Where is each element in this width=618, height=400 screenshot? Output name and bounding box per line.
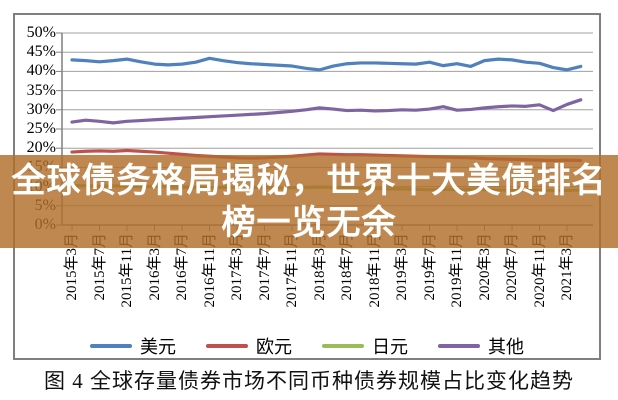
- legend-item-other: 其他: [438, 333, 524, 359]
- legend-item-jpy: 日元: [322, 333, 408, 359]
- legend-swatch-other: [438, 344, 480, 348]
- y-axis-label: 45%: [26, 43, 56, 61]
- headline-line-2: 榜一览无余: [221, 203, 397, 242]
- chart-legend: 美元 欧元 日元 其他: [13, 334, 601, 358]
- legend-item-usd: 美元: [90, 333, 176, 359]
- legend-item-eur: 欧元: [206, 333, 292, 359]
- legend-label-eur: 欧元: [256, 337, 292, 357]
- legend-label-other: 其他: [488, 337, 524, 357]
- y-axis-label: 35%: [26, 81, 56, 99]
- y-axis-label: 25%: [26, 120, 56, 137]
- headline-banner: 全球债务格局揭秘，世界十大美债排名 榜一览无余: [0, 155, 618, 248]
- legend-swatch-eur: [206, 344, 248, 348]
- y-axis-label: 30%: [26, 100, 56, 118]
- headline-line-1: 全球债务格局揭秘，世界十大美债排名: [11, 161, 607, 200]
- legend-label-usd: 美元: [140, 337, 176, 357]
- y-axis-label: 40%: [26, 62, 56, 80]
- legend-swatch-jpy: [322, 344, 364, 348]
- figure-caption: 图 4 全球存量债券市场不同币种债券规模占比变化趋势: [44, 369, 574, 393]
- legend-swatch-usd: [90, 344, 132, 348]
- series-line-other: [70, 98, 583, 125]
- legend-label-jpy: 日元: [372, 337, 408, 357]
- series-line-usd: [70, 56, 583, 72]
- y-axis-label: 20%: [26, 139, 56, 157]
- y-axis-label: 50%: [26, 24, 56, 41]
